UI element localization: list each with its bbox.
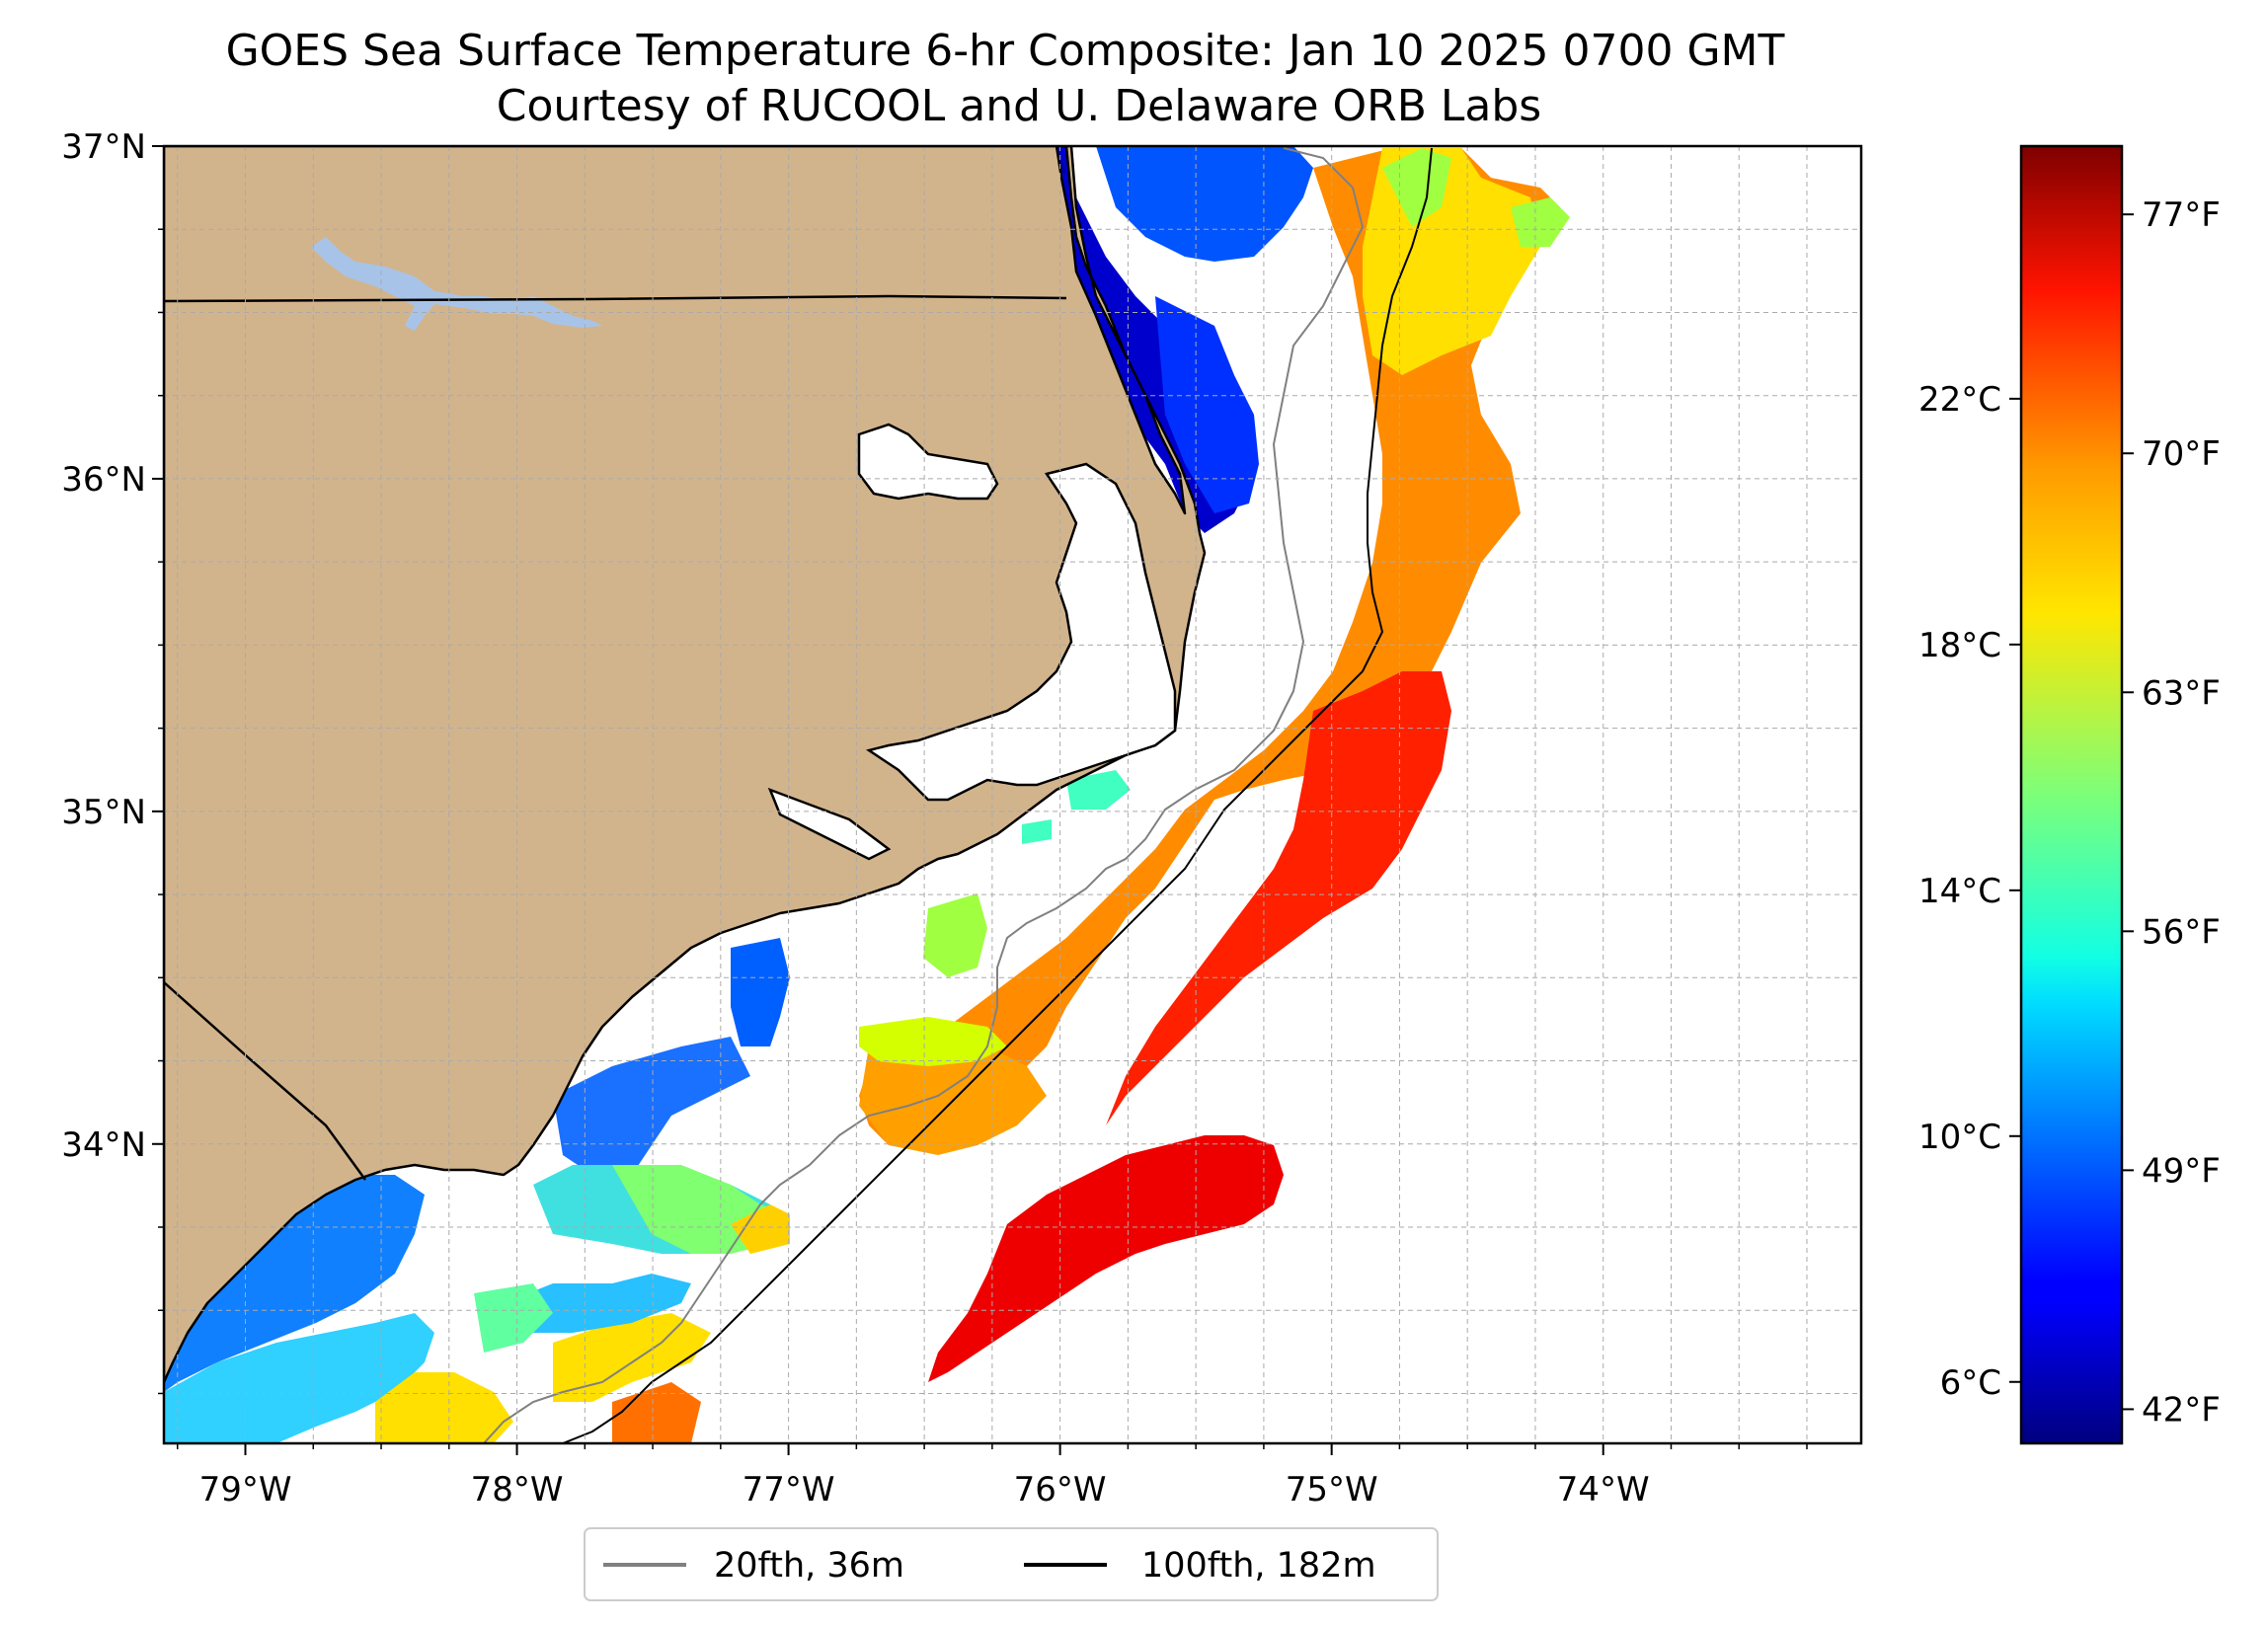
sst-field xyxy=(164,146,1570,1443)
map-frame xyxy=(162,144,1863,1445)
lat-tick-label: 35°N xyxy=(61,793,146,832)
colorbar-c-tick-label: 6°C xyxy=(1940,1363,2001,1403)
lon-axis: 79°W 78°W 77°W 76°W 75°W 74°W xyxy=(177,1443,1808,1510)
sst-patch-mid-cyan xyxy=(1022,770,1131,844)
lat-tick-label: 36°N xyxy=(61,460,146,500)
legend-box xyxy=(584,1527,1439,1601)
sst-patch-north-blue xyxy=(1096,146,1313,262)
isobath-legend: 20fth, 36m 100fth, 182m xyxy=(584,1527,1439,1601)
sst-patch-gulf-stream-orange xyxy=(859,148,1560,1145)
sst-patch-south-orange-small xyxy=(612,1382,701,1443)
lat-tick-label: 34°N xyxy=(61,1125,146,1165)
sst-patch-onslow-lightgreen xyxy=(474,1283,553,1353)
lon-tick-label: 78°W xyxy=(471,1470,564,1510)
neuse-river xyxy=(767,787,892,861)
map-area xyxy=(164,146,1861,1443)
sst-patch-south-orange xyxy=(859,1037,1047,1155)
lon-tick-label: 75°W xyxy=(1286,1470,1378,1510)
state-border-va-nc xyxy=(164,294,1067,303)
colorbar-c-tick-label: 14°C xyxy=(1918,872,2001,911)
map-title: GOES Sea Surface Temperature 6-hr Compos… xyxy=(226,26,1785,76)
inland-lake xyxy=(311,237,602,331)
lat-tick-label: 37°N xyxy=(61,127,146,167)
sst-patch-cape-lookout-green xyxy=(923,893,987,977)
sst-patch-capefear-yellow xyxy=(731,1204,790,1254)
legend-label-100fth: 100fth, 182m xyxy=(1141,1546,1376,1586)
colorbar-f-tick-label: 70°F xyxy=(2142,434,2221,474)
sst-patch-southwest-cyan xyxy=(164,1313,434,1443)
colorbar-f-tick-label: 77°F xyxy=(2142,195,2221,235)
isobath-100fth xyxy=(562,147,1433,1443)
sounds-water xyxy=(767,423,1177,861)
colorbar-celsius-axis: 6°C 10°C 14°C 18°C 22°C xyxy=(1918,380,2021,1403)
colorbar: 6°C 10°C 14°C 18°C 22°C 42°F 49°F 56°F 63°F 70°F… xyxy=(1918,144,2221,1445)
land-mass xyxy=(164,146,1207,1384)
colorbar-f-tick-label: 42°F xyxy=(2142,1390,2221,1430)
albemarle-sound xyxy=(857,423,999,501)
colorbar-c-tick-label: 18°C xyxy=(1918,626,2001,665)
colorbar-f-tick-label: 63°F xyxy=(2142,673,2221,713)
sst-patch-gulf-stream-red xyxy=(1106,671,1451,1125)
map-subtitle: Courtesy of RUCOOL and U. Delaware ORB L… xyxy=(497,81,1541,131)
sst-patch-outerbanks-blue xyxy=(1155,296,1259,513)
pamlico-sound xyxy=(865,462,1177,802)
lon-tick-label: 76°W xyxy=(1014,1470,1107,1510)
lat-axis: 34°N 35°N 36°N 37°N xyxy=(61,127,164,1395)
sst-patch-southwest-yellow xyxy=(375,1313,711,1443)
isobath-20fth xyxy=(483,147,1365,1443)
colorbar-f-tick-label: 56°F xyxy=(2142,912,2221,952)
colorbar-c-tick-label: 10°C xyxy=(1918,1118,2001,1157)
sst-patch-onslow-blue xyxy=(553,1037,750,1175)
lon-tick-label: 77°W xyxy=(743,1470,835,1510)
sst-patch-onslow-cyan-lower xyxy=(504,1274,691,1333)
state-border-nc-sc xyxy=(164,981,367,1181)
colorbar-gradient xyxy=(2019,144,2124,1445)
sst-patch-mid-yellow xyxy=(859,1017,1007,1066)
colorbar-f-tick-label: 49°F xyxy=(2142,1151,2221,1191)
sst-patch-south-red xyxy=(928,1135,1284,1382)
lon-tick-label: 74°W xyxy=(1557,1470,1650,1510)
colorbar-fahrenheit-axis: 42°F 49°F 56°F 63°F 70°F 77°F xyxy=(2122,195,2221,1430)
legend-label-20fth: 20fth, 36m xyxy=(714,1546,904,1586)
sst-patch-onslow-blue-upper xyxy=(731,938,790,1046)
lon-tick-label: 79°W xyxy=(199,1470,292,1510)
colorbar-c-tick-label: 22°C xyxy=(1918,380,2001,420)
